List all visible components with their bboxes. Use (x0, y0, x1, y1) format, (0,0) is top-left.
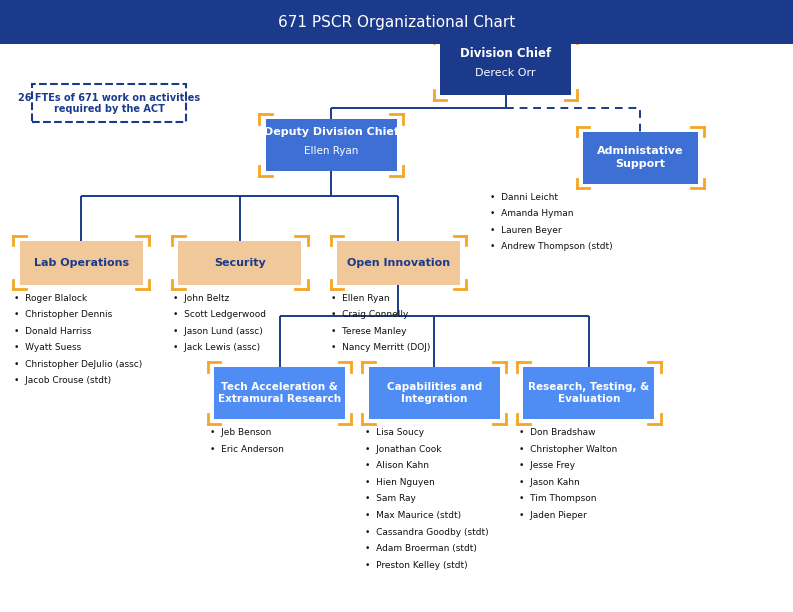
Text: Extramural Research: Extramural Research (218, 394, 341, 405)
Text: •  Alison Kahn: • Alison Kahn (365, 461, 429, 471)
Text: •  Hien Nguyen: • Hien Nguyen (365, 478, 435, 487)
Text: Deputy Division Chief: Deputy Division Chief (263, 127, 399, 137)
Text: •  Andrew Thompson (stdt): • Andrew Thompson (stdt) (490, 242, 613, 252)
Text: •  Jack Lewis (assc): • Jack Lewis (assc) (173, 343, 260, 353)
FancyBboxPatch shape (178, 241, 301, 285)
Text: •  Jaden Pieper: • Jaden Pieper (519, 511, 587, 520)
Text: •  Amanda Hyman: • Amanda Hyman (490, 209, 573, 218)
Text: •  Roger Blalock: • Roger Blalock (14, 294, 87, 303)
Text: Security: Security (214, 258, 266, 267)
Text: Open Innovation: Open Innovation (347, 258, 450, 267)
Text: Division Chief: Division Chief (460, 47, 551, 60)
Text: Dereck Orr: Dereck Orr (475, 68, 536, 78)
FancyBboxPatch shape (583, 132, 698, 184)
Text: •  Don Bradshaw: • Don Bradshaw (519, 428, 596, 438)
Text: •  Terese Manley: • Terese Manley (331, 327, 407, 336)
Text: •  Donald Harriss: • Donald Harriss (14, 327, 92, 336)
FancyBboxPatch shape (20, 241, 143, 285)
FancyBboxPatch shape (523, 367, 654, 419)
Text: •  Jason Lund (assc): • Jason Lund (assc) (173, 327, 262, 336)
Text: •  Nancy Merritt (DOJ): • Nancy Merritt (DOJ) (331, 343, 431, 353)
FancyBboxPatch shape (0, 0, 793, 44)
Text: •  Tim Thompson: • Tim Thompson (519, 494, 597, 504)
Text: Administative: Administative (597, 146, 684, 157)
Text: •  Christopher DeJulio (assc): • Christopher DeJulio (assc) (14, 360, 143, 369)
Text: •  Christopher Dennis: • Christopher Dennis (14, 310, 113, 319)
Text: Research, Testing, &: Research, Testing, & (528, 382, 649, 392)
Text: Evaluation: Evaluation (557, 394, 620, 405)
Text: •  Scott Ledgerwood: • Scott Ledgerwood (173, 310, 266, 319)
Text: Lab Operations: Lab Operations (34, 258, 128, 267)
Text: Ellen Ryan: Ellen Ryan (304, 146, 358, 157)
Text: Tech Acceleration &: Tech Acceleration & (221, 382, 338, 392)
Text: •  John Beltz: • John Beltz (173, 294, 229, 303)
FancyBboxPatch shape (369, 367, 500, 419)
Text: Support: Support (615, 159, 665, 169)
Text: •  Christopher Walton: • Christopher Walton (519, 445, 618, 454)
Text: 26 FTEs of 671 work on activities
required by the ACT: 26 FTEs of 671 work on activities requir… (18, 92, 200, 114)
FancyBboxPatch shape (266, 119, 396, 171)
Text: •  Craig Connelly: • Craig Connelly (331, 310, 409, 319)
FancyBboxPatch shape (337, 241, 460, 285)
Text: •  Lauren Beyer: • Lauren Beyer (490, 226, 561, 235)
Text: •  Jason Kahn: • Jason Kahn (519, 478, 580, 487)
Text: •  Jeb Benson: • Jeb Benson (210, 428, 271, 438)
Text: •  Jesse Frey: • Jesse Frey (519, 461, 576, 471)
Text: •  Sam Ray: • Sam Ray (365, 494, 416, 504)
FancyBboxPatch shape (214, 367, 345, 419)
Text: •  Adam Broerman (stdt): • Adam Broerman (stdt) (365, 544, 477, 553)
Text: •  Wyatt Suess: • Wyatt Suess (14, 343, 82, 353)
Text: •  Danni Leicht: • Danni Leicht (490, 193, 558, 202)
Text: •  Lisa Soucy: • Lisa Soucy (365, 428, 424, 438)
Text: •  Ellen Ryan: • Ellen Ryan (331, 294, 390, 303)
FancyBboxPatch shape (440, 39, 571, 95)
Text: •  Cassandra Goodby (stdt): • Cassandra Goodby (stdt) (365, 528, 488, 537)
Text: Integration: Integration (401, 394, 467, 405)
Text: •  Eric Anderson: • Eric Anderson (210, 445, 284, 454)
Text: •  Jacob Crouse (stdt): • Jacob Crouse (stdt) (14, 376, 111, 386)
Text: Capabilities and: Capabilities and (386, 382, 482, 392)
Text: 671 PSCR Organizational Chart: 671 PSCR Organizational Chart (278, 15, 515, 29)
Text: •  Max Maurice (stdt): • Max Maurice (stdt) (365, 511, 461, 520)
Text: •  Preston Kelley (stdt): • Preston Kelley (stdt) (365, 561, 467, 570)
Text: •  Jonathan Cook: • Jonathan Cook (365, 445, 441, 454)
